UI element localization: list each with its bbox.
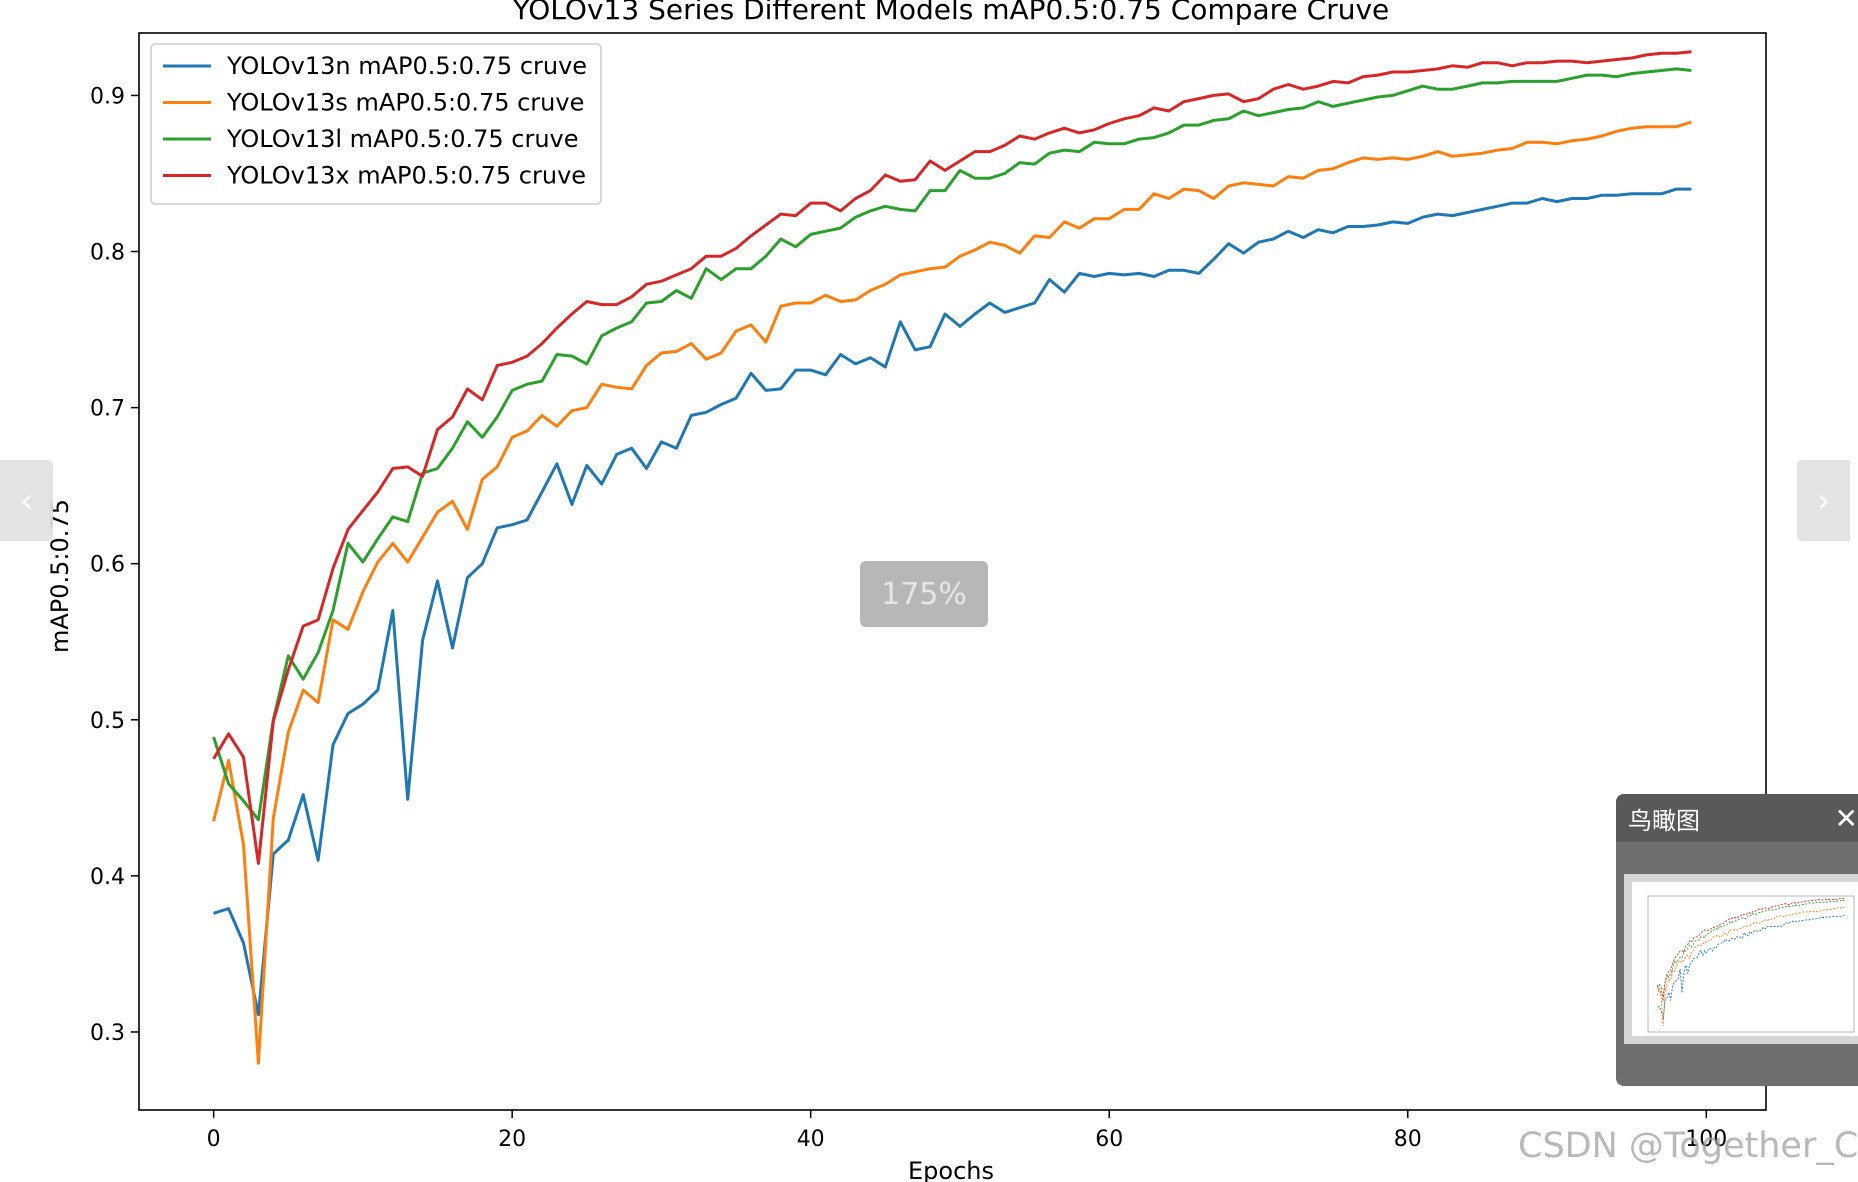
y-tick-label: 0.7 [90, 397, 125, 422]
legend-label: YOLOv13n mAP0.5:0.75 cruve [226, 52, 587, 80]
legend: YOLOv13n mAP0.5:0.75 cruve YOLOv13s mAP0.… [150, 43, 602, 205]
x-tick-label: 60 [1095, 1127, 1123, 1152]
thumb-series-2 [1656, 900, 1845, 997]
close-icon[interactable]: ✕ [1834, 801, 1858, 835]
plot-area-border [138, 32, 1767, 1111]
legend-label: YOLOv13s mAP0.5:0.75 cruve [226, 89, 584, 117]
legend-box [150, 43, 602, 205]
thumb-series-3 [1657, 897, 1845, 1001]
series-line-0 [213, 187, 1692, 1017]
thumb-series-1 [1656, 906, 1845, 1027]
watermark: CSDN @Together_CZ [1518, 1126, 1858, 1166]
minimap-header: 鸟瞰图 ✕ [1616, 794, 1858, 842]
thumb-series-0 [1657, 915, 1845, 1021]
series-line-3 [212, 50, 1692, 865]
y-tick-label: 0.9 [90, 84, 125, 109]
series-line-2 [212, 67, 1692, 822]
chevron-right-icon: › [1816, 480, 1831, 521]
y-tick-label: 0.3 [90, 1021, 125, 1046]
zoom-level-badge: 175% [860, 561, 988, 627]
x-tick-label: 0 [207, 1127, 221, 1152]
chart-title: YOLOv13 Series Different Models mAP0.5:0… [512, 0, 1390, 26]
minimap-thumbnail[interactable] [1632, 882, 1858, 1036]
chevron-left-icon: ‹ [19, 480, 34, 521]
previous-image-button[interactable]: ‹ [0, 460, 53, 541]
y-tick-label: 0.4 [90, 865, 125, 890]
x-tick-label: 40 [797, 1127, 825, 1152]
thumb-frame [1647, 895, 1855, 1033]
x-tick-label: 20 [498, 1127, 526, 1152]
y-tick-label: 0.8 [90, 241, 125, 266]
x-tick-label: 100 [1685, 1127, 1727, 1152]
x-tick-label: 80 [1394, 1127, 1422, 1152]
axis-ticks: 0 20 40 60 80 100 0.3 0.4 0.5 0.6 0.7 0.8 0.9 [90, 84, 1727, 1152]
plot-frame [138, 32, 1767, 1111]
minimap-title: 鸟瞰图 [1628, 806, 1700, 835]
minimap-panel: 鸟瞰图 ✕ [1616, 794, 1858, 1086]
series-lines [212, 50, 1692, 1065]
y-tick-label: 0.5 [90, 709, 125, 734]
next-image-button[interactable]: › [1797, 460, 1850, 541]
legend-label: YOLOv13l mAP0.5:0.75 cruve [226, 125, 579, 153]
y-tick-label: 0.6 [90, 553, 125, 578]
series-line-1 [212, 120, 1692, 1065]
legend-label: YOLOv13x mAP0.5:0.75 cruve [226, 162, 586, 190]
x-axis-label: Epochs [908, 1157, 994, 1182]
